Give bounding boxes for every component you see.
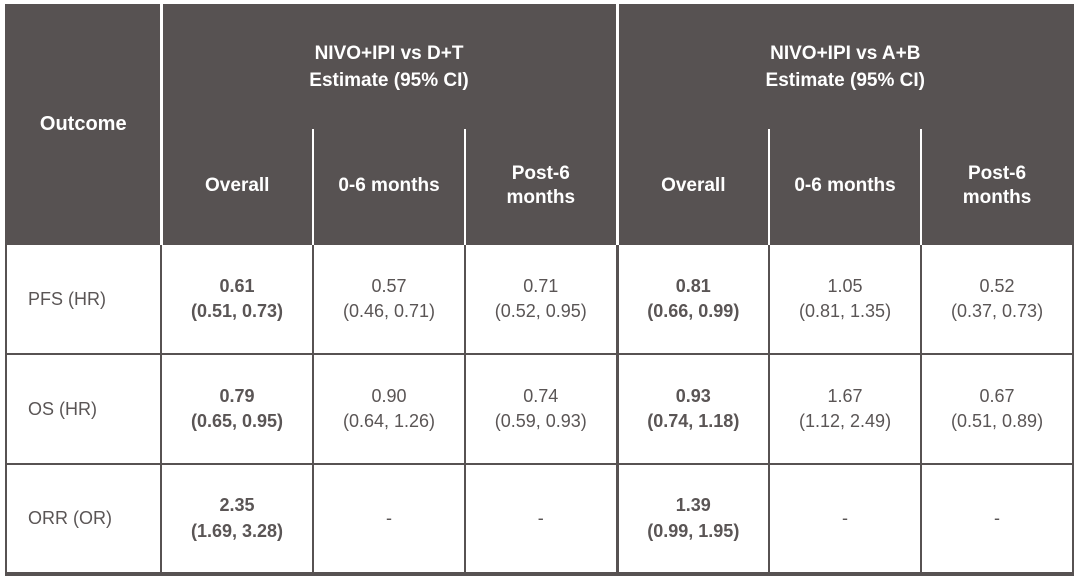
table-header: Outcome NIVO+IPI vs D+T Estimate (95% CI… — [6, 5, 1074, 244]
value-cell-orr-dt-overall: 2.35 (1.69, 3.28) — [160, 463, 314, 575]
subheader-ab-overall: Overall — [615, 129, 770, 244]
value-cell-pfs-ab-post6: 0.52 (0.37, 0.73) — [920, 243, 1075, 355]
value-cell-orr-dt-0-6: - — [312, 463, 466, 575]
group-subtitle: Estimate (95% CI) — [765, 69, 925, 91]
outcome-column-header: Outcome — [6, 5, 161, 244]
subheader-dt-post-6-months: Post-6 months — [463, 129, 618, 244]
value-cell-pfs-ab-0-6: 1.05 (0.81, 1.35) — [768, 243, 923, 355]
value-cell-orr-ab-overall: 1.39 (0.99, 1.95) — [615, 463, 771, 575]
value-cell-pfs-ab-overall: 0.81 (0.66, 0.99) — [615, 243, 771, 355]
value-cell-pfs-dt-post6: 0.71 (0.52, 0.95) — [463, 243, 619, 355]
outcome-label-pfs: PFS (HR) — [5, 243, 162, 355]
value-cell-os-dt-0-6: 0.90 (0.64, 1.26) — [312, 353, 466, 465]
table-row-orr: ORR (OR) 2.35 (1.69, 3.28) - - 1.39 (0.9… — [5, 463, 1075, 575]
value-cell-pfs-dt-overall: 0.61 (0.51, 0.73) — [160, 243, 314, 355]
value-cell-pfs-dt-0-6: 0.57 (0.46, 0.71) — [312, 243, 466, 355]
table-row-os: OS (HR) 0.79 (0.65, 0.95) 0.90 (0.64, 1.… — [5, 353, 1075, 465]
subheader-ab-post-6-months: Post-6 months — [920, 129, 1074, 244]
value-cell-os-ab-overall: 0.93 (0.74, 1.18) — [615, 353, 771, 465]
outcome-label-orr: ORR (OR) — [5, 463, 162, 575]
subheader-dt-overall: Overall — [159, 129, 313, 244]
outcome-label-os: OS (HR) — [5, 353, 162, 465]
table-body: PFS (HR) 0.61 (0.51, 0.73) 0.57 (0.46, 0… — [5, 243, 1075, 575]
group-title: NIVO+IPI vs D+T — [314, 42, 464, 64]
table-row-pfs: PFS (HR) 0.61 (0.51, 0.73) 0.57 (0.46, 0… — [5, 243, 1075, 355]
value-cell-os-dt-post6: 0.74 (0.59, 0.93) — [463, 353, 619, 465]
value-cell-os-ab-0-6: 1.67 (1.12, 2.49) — [768, 353, 923, 465]
value-cell-os-dt-overall: 0.79 (0.65, 0.95) — [160, 353, 314, 465]
subheader-ab-0-6-months: 0-6 months — [768, 129, 922, 244]
group-header-nivo-ipi-vs-dt: NIVO+IPI vs D+T Estimate (95% CI) — [159, 5, 618, 129]
group-header-nivo-ipi-vs-ab: NIVO+IPI vs A+B Estimate (95% CI) — [615, 5, 1074, 129]
results-table: Outcome NIVO+IPI vs D+T Estimate (95% CI… — [5, 4, 1075, 576]
value-cell-orr-dt-post6: - — [463, 463, 619, 575]
value-cell-orr-ab-0-6: - — [768, 463, 923, 575]
value-cell-os-ab-post6: 0.67 (0.51, 0.89) — [920, 353, 1075, 465]
group-title: NIVO+IPI vs A+B — [770, 42, 921, 64]
outcome-header-label: Outcome — [39, 113, 127, 135]
value-cell-orr-ab-post6: - — [920, 463, 1075, 575]
group-subtitle: Estimate (95% CI) — [309, 69, 469, 91]
subheader-dt-0-6-months: 0-6 months — [312, 129, 465, 244]
